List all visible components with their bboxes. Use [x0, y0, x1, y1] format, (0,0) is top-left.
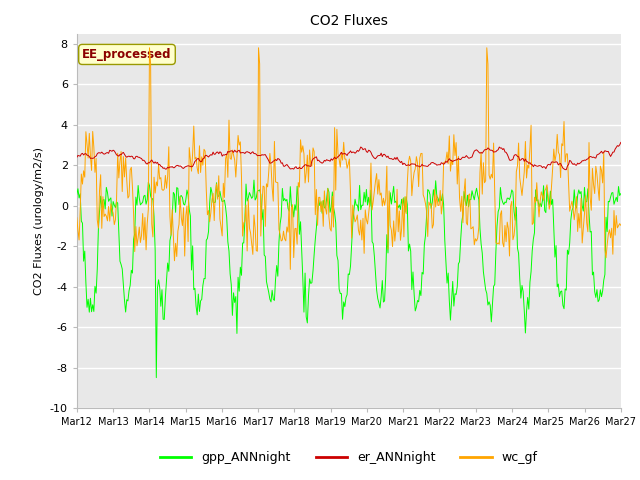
Title: CO2 Fluxes: CO2 Fluxes — [310, 14, 388, 28]
Text: EE_processed: EE_processed — [82, 48, 172, 61]
Y-axis label: CO2 Fluxes (urology/m2/s): CO2 Fluxes (urology/m2/s) — [34, 147, 44, 295]
Legend: gpp_ANNnight, er_ANNnight, wc_gf: gpp_ANNnight, er_ANNnight, wc_gf — [155, 446, 543, 469]
